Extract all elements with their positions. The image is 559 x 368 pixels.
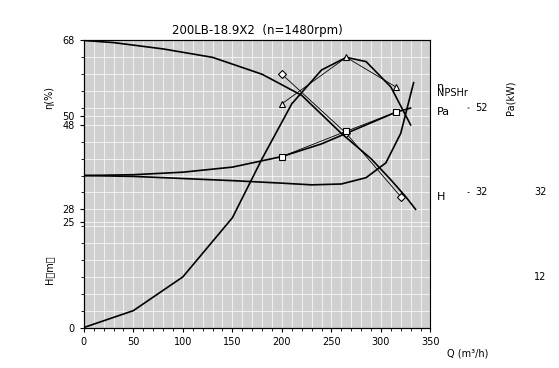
Text: H: H [437,192,446,202]
Text: 32: 32 [476,187,488,198]
Text: Pa(kW): Pa(kW) [505,81,515,115]
Text: H（m）: H（m） [44,256,54,284]
Text: Pa: Pa [437,107,451,117]
Text: η: η [437,82,444,92]
Text: 32: 32 [534,187,547,198]
Text: 12: 12 [534,272,547,282]
Text: 52: 52 [476,103,488,113]
Text: NPSHr: NPSHr [437,88,468,98]
Text: Q (m³/h): Q (m³/h) [447,348,489,358]
Text: η(%): η(%) [44,86,54,109]
Title: 200LB-18.9X2  (n=1480rpm): 200LB-18.9X2 (n=1480rpm) [172,24,343,36]
